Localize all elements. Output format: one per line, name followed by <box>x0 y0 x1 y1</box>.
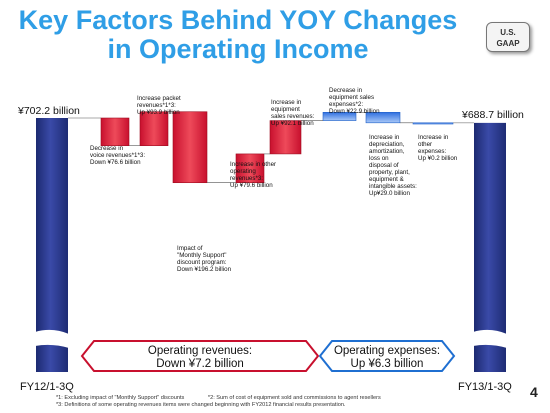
expense-summary-line-2: Up ¥6.3 billion <box>351 358 424 370</box>
end-total-label: ¥688.7 billion <box>461 109 524 121</box>
bar-end-total-break <box>473 329 507 348</box>
bar-start-total-break <box>35 329 69 348</box>
footnote-2: *2: Sum of cost of equipment sold and co… <box>207 395 381 401</box>
revenue-summary-line-1: Operating revenues: <box>148 345 252 357</box>
bar-step-6 <box>322 112 357 121</box>
footnote-1: *1: Excluding impact of "Monthly Support… <box>56 395 185 401</box>
step-label-5: Increase in equipment sales revenues: Up ¥9… <box>271 99 315 127</box>
step-label-7: Increase in depreciation, amortization, los… <box>369 134 417 197</box>
step-label-2: Increase packet revenues*1*3: Up ¥93.9 bil… <box>137 95 181 116</box>
footnote-3: *3: Definitions of some operating revenu… <box>56 402 346 408</box>
bar-step-5 <box>269 120 302 155</box>
start-total-label: ¥702.2 billion <box>17 105 80 117</box>
x-tick-label-start: FY12/1-3Q <box>20 381 74 393</box>
badge-line-2: GAAP <box>496 39 520 48</box>
x-tick-label-end: FY13/1-3Q <box>458 381 512 393</box>
bar-step-7 <box>365 112 401 124</box>
page-number: 4 <box>530 384 538 400</box>
page-title: Key Factors Behind YOY Changes in Operat… <box>0 6 476 64</box>
step-label-3: Impact of "Monthly Support" discount progr… <box>177 245 232 273</box>
bar-step-8 <box>412 122 454 125</box>
footnotes: *1: Excluding impact of "Monthly Support… <box>56 395 403 409</box>
badge-line-1: U.S. <box>500 28 516 37</box>
bar-step-1 <box>100 117 130 147</box>
step-label-6: Decrease in equipment sales expenses*2: Dow… <box>329 87 380 115</box>
expense-summary-line-1: Operating expenses: <box>334 345 440 357</box>
expense-summary-arrow <box>318 340 456 372</box>
bar-start-total <box>36 118 68 372</box>
step-label-4: Increase in other operating revenues*3: Up … <box>230 161 276 189</box>
title-line-1: Key Factors Behind YOY Changes <box>18 5 458 35</box>
step-label-8: Increase in other expenses: Up ¥0.2 billion <box>418 134 458 162</box>
step-label-1: Decrease in voice revenues*1*3: Down ¥76.6… <box>90 145 145 166</box>
title-line-2: in Operating Income <box>107 34 369 64</box>
bar-step-4 <box>235 153 265 184</box>
bar-step-3 <box>172 111 208 184</box>
revenue-summary-arrow <box>80 340 320 372</box>
revenue-summary-line-2: Down ¥7.2 billion <box>156 358 244 370</box>
accounting-standard-badge: U.S. GAAP <box>486 22 530 52</box>
bar-step-2 <box>139 111 169 147</box>
